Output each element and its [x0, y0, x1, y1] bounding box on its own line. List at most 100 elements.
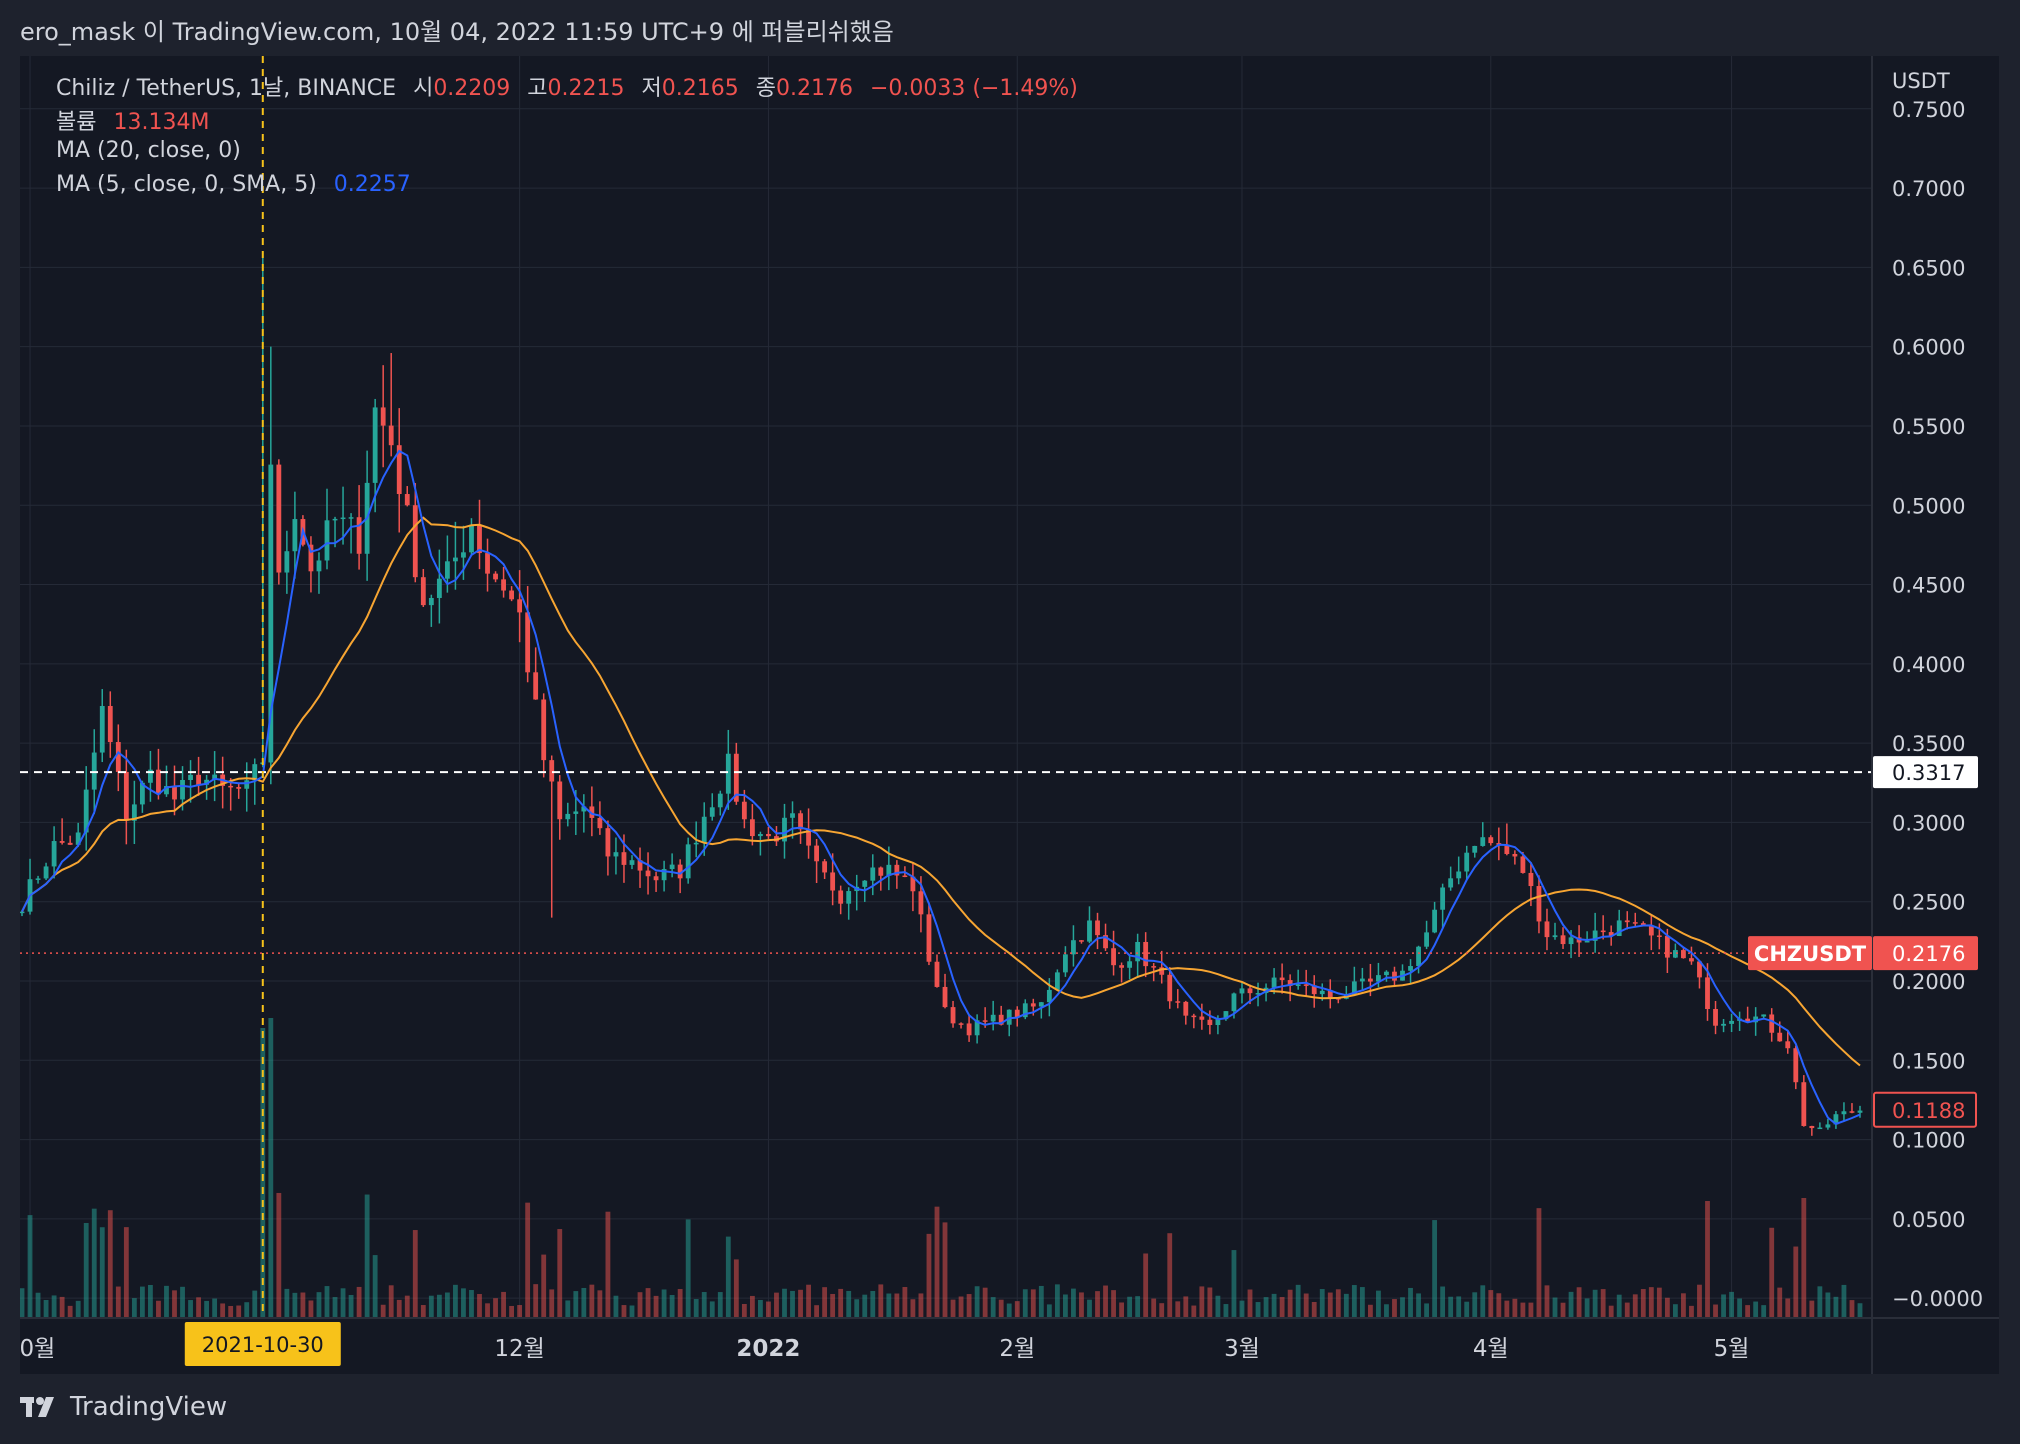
candle-body	[196, 774, 201, 785]
volume-bar	[685, 1219, 691, 1318]
volume-bar	[597, 1290, 603, 1318]
volume-bar	[1006, 1303, 1012, 1318]
volume-bar	[1207, 1287, 1213, 1318]
candle-body	[180, 779, 185, 800]
volume-bar	[1857, 1303, 1863, 1318]
volume-bar	[268, 1018, 274, 1318]
volume-bar	[870, 1291, 876, 1318]
volume-bar	[1416, 1293, 1421, 1318]
volume-bar	[1785, 1298, 1791, 1318]
volume-bar	[1255, 1302, 1261, 1318]
legend-ma20-row[interactable]: MA (20, close, 0)	[56, 138, 241, 163]
volume-bar	[1311, 1301, 1317, 1318]
candle-body	[1079, 940, 1084, 942]
candle-body	[477, 524, 482, 554]
candle-body	[493, 573, 498, 580]
volume-bar	[814, 1305, 820, 1318]
price-tick-label: 0.7500	[1892, 98, 1965, 122]
volume-bar	[1287, 1289, 1293, 1318]
volume-bar	[1440, 1286, 1446, 1318]
candle-body	[525, 612, 531, 673]
publish-caption: ero_mask 이 TradingView.com, 10월 04, 2022…	[20, 18, 894, 46]
volume-bar	[99, 1227, 105, 1318]
candle-body	[1616, 920, 1622, 937]
candle-body	[701, 816, 707, 843]
candle-body	[661, 869, 667, 881]
candle-body	[1480, 837, 1486, 846]
candle-body	[573, 811, 579, 814]
candle-body	[436, 578, 442, 598]
ma20-line	[21, 516, 1861, 1067]
volume-bar	[1071, 1288, 1076, 1318]
volume-bar	[1231, 1250, 1237, 1318]
price-tick-label: 0.1500	[1892, 1049, 1965, 1073]
volume-bar	[1376, 1290, 1381, 1318]
chart-frame[interactable]: USDT 0.7500 0.7000 0.6500 0.6000 0.5500 0.500…	[5, 56, 1999, 1374]
volume-bar	[1640, 1289, 1646, 1318]
legend-volume-row[interactable]: 볼륨 13.134M	[56, 104, 209, 136]
candle-body	[1825, 1124, 1831, 1128]
price-tick-label: −0.0000	[1892, 1287, 1983, 1311]
volume-bar	[1705, 1201, 1710, 1318]
candle-body	[653, 876, 659, 881]
candle-body	[1207, 1019, 1213, 1026]
volume-bar	[27, 1215, 33, 1318]
volume-bar	[436, 1294, 442, 1318]
volume-bar	[1199, 1286, 1205, 1318]
candle-body	[1367, 978, 1373, 982]
volume-bar	[806, 1284, 811, 1318]
volume-bar	[998, 1299, 1004, 1318]
candle-body	[284, 551, 290, 573]
volume-bar	[854, 1299, 860, 1318]
candle-body	[1664, 935, 1670, 958]
volume-bar	[1753, 1301, 1759, 1318]
volume-bar	[236, 1305, 242, 1318]
candle-body	[1087, 920, 1092, 942]
volume-bar	[1448, 1296, 1454, 1318]
candle-body	[693, 842, 699, 845]
legend-ma5-value: 0.2257	[333, 172, 411, 197]
candle-body	[123, 771, 129, 821]
volume-bar	[115, 1286, 121, 1318]
candle-body	[878, 867, 884, 876]
price-tick-label: 0.7000	[1892, 177, 1965, 201]
volume-bar	[1761, 1305, 1767, 1318]
volume-bar	[613, 1295, 619, 1318]
candle-body	[1279, 977, 1285, 981]
candle-body	[1448, 878, 1454, 888]
candle-body	[1697, 961, 1702, 978]
tradingview-logo[interactable]: TradingView	[20, 1392, 227, 1422]
price-chart[interactable]: USDT 0.7500 0.7000 0.6500 0.6000 0.5500 0.500…	[5, 56, 1999, 1374]
volume-bar	[348, 1294, 354, 1318]
candle-body	[758, 833, 763, 837]
grid	[20, 56, 1872, 1318]
candle-body	[444, 561, 450, 579]
volume-bar	[1175, 1301, 1181, 1318]
price-tick-label: 0.6000	[1892, 336, 1965, 360]
candle-body	[1785, 1041, 1791, 1049]
candle-body	[428, 597, 434, 606]
candle-body	[509, 590, 515, 600]
candle-body	[950, 1007, 956, 1024]
volume-bar	[1672, 1304, 1678, 1318]
volume-bar	[164, 1285, 169, 1318]
price-axis-unit: USDT	[1892, 69, 1950, 93]
last-price-value: 0.2176	[1892, 942, 1965, 966]
volume-bar	[701, 1292, 707, 1318]
volume-bar	[1568, 1291, 1574, 1318]
candle-body	[934, 961, 940, 987]
volume-bar	[1480, 1285, 1486, 1318]
candle-body	[19, 911, 25, 914]
volume-bar	[934, 1206, 940, 1318]
time-tick-label: 10월	[20, 1336, 55, 1362]
volume-bar	[412, 1230, 418, 1318]
volume-bar	[926, 1233, 932, 1318]
volume-bar	[525, 1202, 531, 1318]
volume-bar	[830, 1293, 836, 1318]
volume-bar	[798, 1289, 803, 1318]
legend-ma5-row[interactable]: MA (5, close, 0, SMA, 5) 0.2257	[56, 172, 411, 197]
candle-body	[549, 760, 555, 782]
candle-body	[645, 870, 651, 877]
volume-bar	[942, 1222, 948, 1318]
volume-bar	[292, 1292, 298, 1318]
